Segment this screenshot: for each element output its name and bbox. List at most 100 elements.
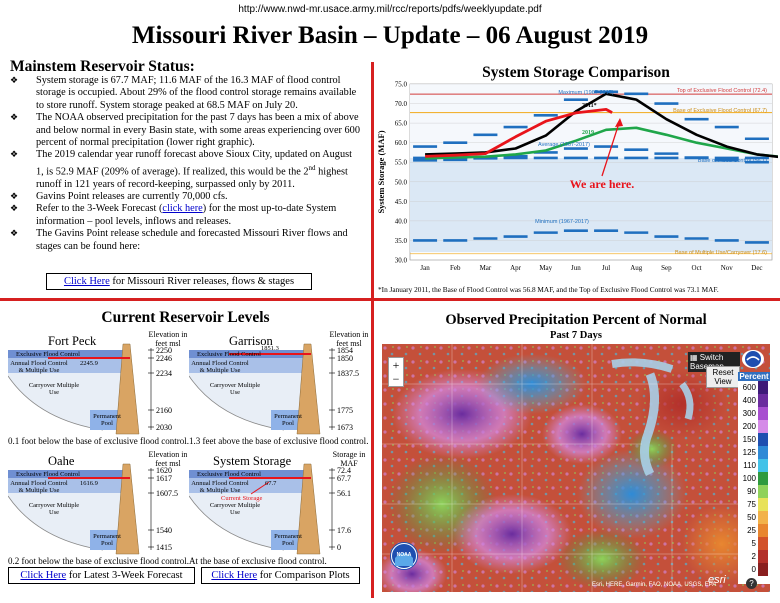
reservoir-name: System Storage: [213, 454, 292, 468]
arrow-head-icon: [615, 118, 623, 127]
legend-swatch: [758, 511, 768, 524]
dam-icon: [296, 463, 321, 555]
reservoir-garrison: Garrison Elevation in feet msl 1854 1850 183…: [189, 330, 369, 448]
dam-icon: [296, 343, 321, 435]
releases-link-box[interactable]: Click Here for Missouri River releases, …: [46, 273, 312, 290]
comparison-link-box[interactable]: Click Here for Comparison Plots: [201, 567, 360, 584]
storage-header: Storage in MAF: [332, 450, 366, 468]
permanent-pool-zone: [271, 410, 304, 430]
chart-grid: [410, 83, 772, 261]
x-tick-label: Apr: [510, 264, 522, 272]
forecast-link-box[interactable]: Click Here for Latest 3-Week Forecast: [8, 567, 195, 584]
reservoir-name: Fort Peck: [48, 334, 97, 348]
axis-tick-label: 1775: [337, 406, 353, 415]
elevation-header: Elevation in feet msl: [148, 450, 188, 468]
y-axis-label: System Storage (MAF): [376, 130, 386, 213]
base-exclusive-label: Base of Exclusive Flood Control (67.7): [673, 108, 767, 114]
min-label: Minimum (1967-2017): [535, 219, 589, 225]
y-tick-labels: 75.0 70.0 65.0 60.0 55.0 50.0 45.0 40.0 35.0 30.0: [395, 81, 408, 265]
bullet-text: The Gavins Point release schedule and fo…: [36, 228, 348, 252]
status-bullet: ❖ Gavins Point releases are currently 70,…: [6, 191, 361, 203]
annual-zone: [189, 478, 304, 493]
releases-link-text: for Missouri River releases, flows & sta…: [109, 276, 295, 287]
diamond-bullet-icon: ❖: [10, 192, 19, 203]
status-bullet: ❖ Refer to the 3-Week Forecast (click her…: [6, 203, 361, 228]
legend-value: 150: [742, 435, 756, 444]
label-2011: 2011*: [582, 103, 597, 109]
quadrant-divider-vertical: [371, 62, 374, 598]
forecast-link[interactable]: Click Here: [20, 570, 67, 581]
releases-link[interactable]: Click Here: [63, 276, 110, 287]
bullet-text: Refer to the 3-Week Forecast (: [36, 203, 163, 215]
noaa-small-logo: [742, 350, 764, 368]
annual-zone: [8, 478, 123, 493]
reservoir-caption: 0.2 foot below the base of exclusive flo…: [8, 556, 189, 566]
legend-swatch: [758, 472, 768, 485]
axis-tick-label: 1673: [337, 423, 353, 432]
diamond-bullet-icon: ❖: [10, 113, 19, 124]
bullet-text: System storage is 67.7 MAF; 11.6 MAF of …: [36, 75, 357, 111]
legend-swatch: [758, 407, 768, 420]
x-tick-label: Oct: [692, 264, 702, 272]
zone-label-carryover: Carryover Multiple Use: [209, 382, 261, 396]
zoom-control: + −: [388, 357, 404, 387]
legend-swatch: [758, 420, 768, 433]
precip-map[interactable]: + − ▦ Switch Basemap Reset View Percent …: [382, 344, 770, 592]
info-icon[interactable]: ?: [746, 578, 757, 589]
zone-label-annual: Annual Flood Control & Multiple Use: [191, 480, 249, 494]
precip-title: Observed Precipitation Percent of Normal: [445, 312, 707, 328]
legend-row: 125: [738, 446, 770, 459]
bank-line: [189, 375, 285, 431]
zoom-out-button[interactable]: −: [392, 372, 400, 386]
y-tick-label: 40.0: [395, 217, 408, 225]
dam-icon: [115, 463, 140, 555]
status-bullets: ❖ System storage is 67.7 MAF; 11.6 MAF of…: [6, 75, 361, 253]
legend-row: 600: [738, 381, 770, 394]
legend-swatch: [758, 446, 768, 459]
legend-row: 200: [738, 420, 770, 433]
precip-map-canvas[interactable]: [382, 344, 770, 592]
axis-tick-label: 17.6: [337, 526, 351, 535]
axis-tick-label: 1540: [156, 526, 172, 535]
reset-view-button[interactable]: Reset View: [706, 366, 740, 388]
levels-title: Current Reservoir Levels: [101, 309, 270, 326]
top-exclusive-label: Top of Exclusive Flood Control (72.4): [677, 88, 767, 94]
exclusive-zone: [189, 470, 304, 478]
x-tick-label: Jan: [420, 264, 430, 272]
diamond-bullet-icon: ❖: [10, 229, 19, 240]
three-week-forecast-link[interactable]: click here: [162, 203, 203, 215]
axis-tick-label: 1850: [337, 354, 353, 363]
legend-value: 0: [751, 565, 756, 574]
lake-superior: [611, 358, 674, 373]
legend-swatch: [758, 550, 768, 563]
legend-swatch: [758, 459, 768, 472]
comparison-link[interactable]: Click Here: [211, 570, 258, 581]
current-storage-label: Current Storage: [221, 495, 263, 502]
series-lines: [410, 90, 778, 255]
current-value: 2245.9: [80, 360, 98, 367]
legend-swatch: [758, 524, 768, 537]
bullet-text: ) for the most up-to-date System informa…: [36, 203, 337, 227]
basemap-icon: ▦: [690, 353, 698, 362]
zone-label-carryover: Carryover Multiple Use: [209, 502, 261, 516]
status-bullet: ❖ The 2019 calendar year runoff forecast …: [6, 149, 361, 191]
x-tick-label: Aug: [630, 264, 643, 272]
reservoir-caption: At the base of exclusive flood control.: [189, 556, 327, 566]
label-2018: 2019: [582, 130, 594, 136]
legend-row: 150: [738, 433, 770, 446]
axis-tick-label: 2030: [156, 423, 172, 432]
zoom-in-button[interactable]: +: [392, 358, 400, 372]
noaa-seal-icon: [392, 544, 416, 568]
axis-tick-label: 1617: [156, 474, 172, 483]
zone-label-carryover: Carryover Multiple Use: [28, 502, 80, 516]
reservoir-system: System Storage Storage in MAF 72.4 67.7 56.1…: [189, 450, 369, 568]
axis-tick-label: 1854: [337, 346, 353, 355]
y-tick-label: 75.0: [395, 81, 408, 89]
zone-label-exclusive: Exclusive Flood Control: [16, 471, 80, 478]
y-tick-label: 55.0: [395, 159, 408, 167]
axis-tick-label: 2246: [156, 354, 172, 363]
chart-footnote: *In January 2011, the Base of Flood Cont…: [378, 285, 719, 294]
